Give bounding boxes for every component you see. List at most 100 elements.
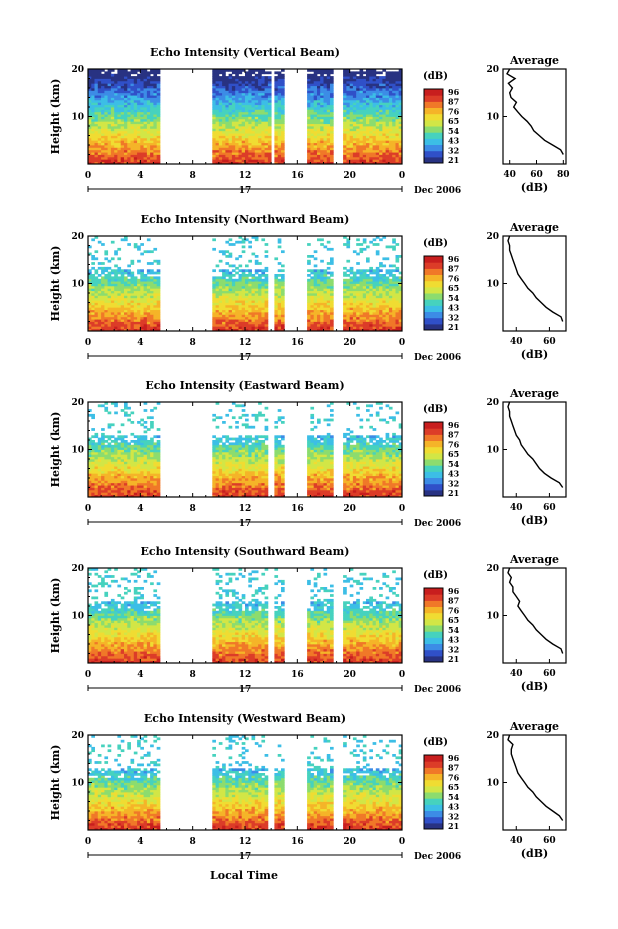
heatmap-cell [101, 95, 105, 98]
heatmap-cell [238, 314, 243, 318]
heatmap-cell [218, 269, 223, 273]
heatmap-cell [385, 99, 390, 103]
heatmap-cell [274, 300, 279, 303]
heatmap-cell [120, 95, 125, 98]
heatmap-cell [88, 156, 92, 160]
heatmap-cell [137, 161, 141, 165]
heatmap-cell [375, 304, 380, 308]
heatmap-cell [382, 88, 387, 91]
heatmap-cell [356, 116, 360, 120]
colorbar-swatch [424, 274, 443, 282]
heatmap-cell [392, 137, 396, 141]
heatmap-cell [101, 449, 105, 453]
heatmap-cell [375, 140, 380, 144]
heatmap-cell [307, 140, 311, 144]
heatmap-cell [137, 321, 141, 325]
heatmap-cell [104, 99, 109, 103]
heatmap-cell [369, 309, 373, 313]
heatmap-cell [91, 442, 95, 446]
heatmap-cell [107, 278, 112, 282]
heatmap-cell [127, 102, 131, 106]
heatmap-cell [91, 297, 95, 301]
heatmap-cell [248, 328, 252, 332]
heatmap-cell [153, 145, 158, 148]
heatmap-cell [254, 97, 259, 101]
heatmap-cell [235, 102, 239, 106]
heatmap-cell [153, 95, 158, 98]
heatmap-cell [362, 90, 367, 94]
heatmap-cell [228, 95, 233, 98]
heatmap-cell [124, 276, 128, 280]
heatmap-cell [150, 278, 154, 282]
heatmap-cell [323, 269, 328, 273]
heatmap-cell [392, 156, 396, 160]
heatmap-cell [225, 137, 230, 141]
heatmap-cell [362, 316, 367, 320]
heatmap-cell [274, 309, 279, 313]
heatmap-cell [146, 85, 151, 89]
heatmap-cell [238, 274, 243, 277]
heatmap-cell [375, 130, 380, 134]
heatmap-cell [323, 107, 328, 110]
heatmap-cell [307, 73, 311, 77]
heatmap-cell [137, 142, 141, 146]
heatmap-cell [307, 109, 311, 113]
heatmap-cell [264, 92, 269, 96]
heatmap-cell [366, 149, 370, 153]
heatmap-cell [110, 463, 115, 467]
colorbar-tick-label: 76 [448, 273, 460, 283]
heatmap-cell [222, 274, 226, 277]
heatmap-cell [385, 321, 390, 325]
heatmap-cell [124, 297, 128, 301]
heatmap-cell [385, 323, 390, 327]
heatmap-cell [110, 85, 115, 89]
heatmap-cell [362, 123, 367, 127]
heatmap-cell [395, 288, 400, 292]
heatmap-cell [104, 152, 109, 155]
heatmap-cell [323, 312, 328, 315]
heatmap-cell [267, 128, 272, 132]
heatmap-cell [307, 104, 311, 108]
heatmap-cell [274, 321, 279, 325]
heatmap-cell [133, 302, 138, 306]
heatmap-cell [375, 323, 380, 327]
heatmap-cell [215, 283, 220, 287]
heatmap-cell [127, 149, 131, 153]
heatmap-cell [264, 314, 269, 318]
heatmap-cell [375, 297, 380, 301]
heatmap-cell [362, 276, 367, 280]
heatmap-cell [274, 76, 279, 79]
heatmap-cell [88, 447, 92, 450]
heatmap-cell [231, 99, 236, 103]
heatmap-cell [261, 278, 266, 282]
heatmap-cell [248, 90, 252, 94]
heatmap-cell [235, 295, 239, 299]
heatmap-cell [91, 71, 95, 75]
heatmap-cell [343, 281, 347, 284]
heatmap-cell [143, 116, 148, 120]
heatmap-cell [91, 278, 95, 282]
heatmap-cell [248, 323, 252, 327]
heatmap-cell [124, 128, 128, 132]
heatmap-cell [317, 135, 321, 139]
heatmap-cell [222, 304, 226, 308]
heatmap-cell [215, 85, 220, 89]
heatmap-cell [326, 326, 331, 330]
heatmap-cell [235, 302, 239, 306]
heatmap-cell [104, 147, 109, 151]
heatmap-cell [346, 69, 351, 72]
heatmap-cell [231, 92, 236, 96]
heatmap-cell [94, 121, 99, 125]
heatmap-cell [222, 109, 226, 113]
heatmap-cell [238, 147, 243, 151]
heatmap-cell [117, 145, 122, 148]
heatmap-cell [215, 264, 220, 268]
heatmap-cell [235, 154, 239, 158]
heatmap-cell [326, 126, 331, 129]
heatmap-cell [398, 142, 403, 146]
heatmap-cell [225, 323, 230, 327]
heatmap-cell [261, 159, 266, 163]
heatmap-cell [362, 285, 367, 289]
heatmap-cell [143, 290, 148, 294]
heatmap-cell [231, 71, 236, 75]
